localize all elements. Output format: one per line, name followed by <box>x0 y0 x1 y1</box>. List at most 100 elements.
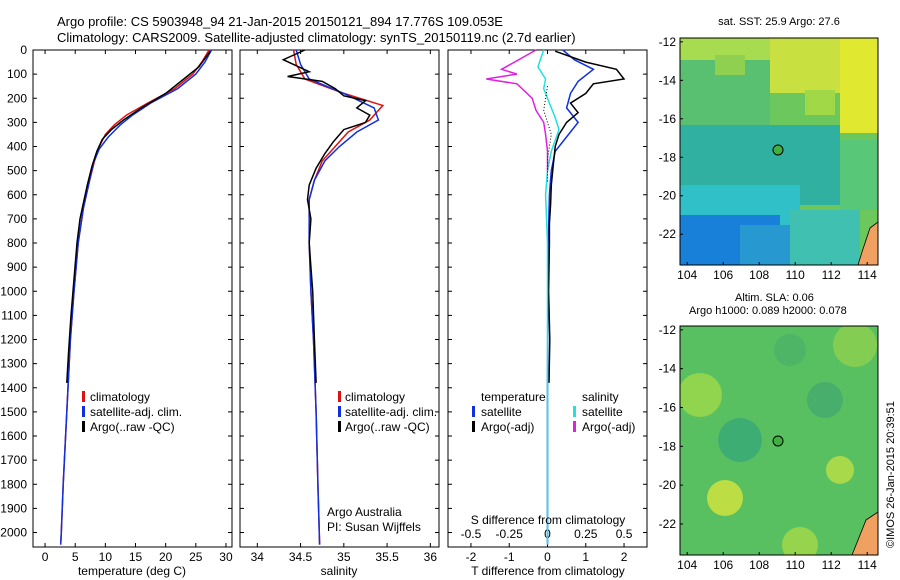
s-tick-label: 0.25 <box>574 527 598 541</box>
x-tick-label: 15 <box>129 550 143 564</box>
map-lat-label: -22 <box>659 517 677 531</box>
x-tick-label: 2 <box>621 550 628 564</box>
depth-tick-label: 2000 <box>0 526 27 540</box>
map-lat-label: -18 <box>659 439 677 453</box>
series-line-climatology <box>59 49 210 545</box>
series-line-t-satellite <box>546 49 595 545</box>
x-tick-label: 34 <box>251 550 265 564</box>
x-tick-label: 1 <box>582 550 589 564</box>
x-tick-label: 0 <box>544 550 551 564</box>
depth-tick-label: 200 <box>7 91 27 105</box>
depth-tick-label: 400 <box>7 140 27 154</box>
map-lat-label: -14 <box>659 362 677 376</box>
x-tick-label: 35 <box>337 550 351 564</box>
sla-map-title-1: Altim. SLA: 0.06 <box>735 292 814 304</box>
legend-label: Argo(..raw -QC) <box>90 420 175 434</box>
x-tick-label: -1 <box>504 550 515 564</box>
sst-map-title: sat. SST: 25.9 Argo: 27.6 <box>718 16 840 28</box>
legend-swatch-satellite <box>82 406 85 417</box>
legend-swatch-climatology <box>338 391 341 402</box>
depth-tick-label: 900 <box>7 260 27 274</box>
map-lat-label: -16 <box>659 112 677 126</box>
sla-map-frame <box>679 325 879 556</box>
depth-tick-label: 1400 <box>0 381 27 395</box>
series-line-satellite-adj-clim- <box>59 49 213 545</box>
temperature-xlabel: temperature (deg C) <box>78 564 186 578</box>
x-tick-label: 10 <box>99 550 113 564</box>
legend-label: climatology <box>90 390 150 404</box>
legend-title-temperature: temperature <box>481 390 546 404</box>
depth-tick-label: 1700 <box>0 453 27 467</box>
annotation-pi: PI: Susan Wijffels <box>327 520 421 534</box>
depth-tick-label: 300 <box>7 115 27 129</box>
difference-plot: -2 -1 0 1 2-0.5 -0.25 0 0.25 0.5 <box>461 49 633 564</box>
legend-label: satellite-adj. clim. <box>90 405 182 419</box>
series-line-argo-raw-qc- <box>281 49 371 383</box>
difference-xlabel-T: T difference from climatology <box>471 564 625 578</box>
x-tick-label: 30 <box>219 550 233 564</box>
legend-swatch-T-satellite <box>472 406 475 417</box>
difference-legend: temperature satellite Argo(-adj) salinit… <box>472 390 635 434</box>
temperature-plot: 0 5 10 15 20 25 30 <box>42 49 233 564</box>
salinity-legend: climatology satellite-adj. clim. Argo(..… <box>327 390 437 534</box>
s-tick-label: -0.5 <box>461 527 482 541</box>
legend-swatch-S-argo <box>573 421 576 432</box>
legend-swatch-T-argo <box>472 421 475 432</box>
x-tick-label: 20 <box>159 550 173 564</box>
legend-label: satellite <box>481 405 522 419</box>
title-line-2: Climatology: CARS2009. Satellite-adjuste… <box>57 30 576 45</box>
difference-xlabel-S: S difference from climatology <box>471 513 626 527</box>
sla-map-image <box>680 326 878 555</box>
legend-swatch-climatology <box>82 391 85 402</box>
legend-label: satellite-adj. clim. <box>345 405 437 419</box>
salinity-plot: 34 34.5 35 35.5 36 <box>251 49 438 564</box>
x-tick-label: 5 <box>72 550 79 564</box>
map-lat-label: -16 <box>659 401 677 415</box>
map-lat-label: -20 <box>659 189 677 203</box>
series-line-argo-raw-qc- <box>66 50 211 383</box>
x-tick-label: 35.5 <box>375 550 399 564</box>
legend-swatch-argo <box>338 421 341 432</box>
map-lon-label: 110 <box>786 558 805 572</box>
argo-location-marker <box>772 144 784 156</box>
depth-tick-label: 500 <box>7 164 27 178</box>
map-lon-label: 106 <box>713 558 733 572</box>
map-lon-label: 108 <box>749 558 769 572</box>
x-tick-label: 36 <box>424 550 438 564</box>
series-line-s-satellite <box>537 49 560 545</box>
legend-label: Argo(..raw -QC) <box>345 420 430 434</box>
sst-map-frame <box>679 37 879 266</box>
depth-tick-label: 600 <box>7 188 27 202</box>
map-lon-label: 114 <box>858 268 877 282</box>
legend-title-salinity: salinity <box>582 390 619 404</box>
map-lat-label: -20 <box>659 478 677 492</box>
map-lon-label: 106 <box>713 268 733 282</box>
depth-tick-label: 800 <box>7 236 27 250</box>
x-tick-label: 0 <box>42 550 49 564</box>
depth-tick-label: 1900 <box>0 501 27 515</box>
depth-axis: 0 100 200 300 400 500 600 700 800 900 1000 1100 1200… <box>0 43 647 540</box>
argo-location-marker <box>772 435 784 447</box>
sst-map-axes: 104 106 108 110 112 114 -12 -14 -16 -18 -20 -22 <box>659 35 877 282</box>
legend-label: Argo(-adj) <box>582 420 635 434</box>
map-lon-label: 104 <box>677 268 697 282</box>
salinity-xlabel: salinity <box>321 564 358 578</box>
sst-map-image <box>680 38 878 265</box>
series-line-satellite-adj-clim- <box>295 49 380 545</box>
temperature-legend: climatology satellite-adj. clim. Argo(..… <box>82 390 182 434</box>
depth-tick-label: 1800 <box>0 477 27 491</box>
map-lon-label: 110 <box>786 268 805 282</box>
credit-text: ©IMOS 26-Jan-2015 20:39:51 <box>885 401 897 548</box>
legend-swatch-S-satellite <box>573 406 576 417</box>
legend-label: Argo(-adj) <box>481 420 534 434</box>
s-tick-label: 0.5 <box>616 527 633 541</box>
legend-swatch-argo <box>82 421 85 432</box>
series-line-s-argo-adj- <box>486 49 549 171</box>
x-tick-label: 34.5 <box>289 550 313 564</box>
map-lat-label: -12 <box>659 323 677 337</box>
map-lon-label: 108 <box>749 268 769 282</box>
depth-tick-label: 0 <box>20 43 27 57</box>
map-lon-label: 114 <box>858 558 877 572</box>
legend-swatch-satellite <box>338 406 341 417</box>
